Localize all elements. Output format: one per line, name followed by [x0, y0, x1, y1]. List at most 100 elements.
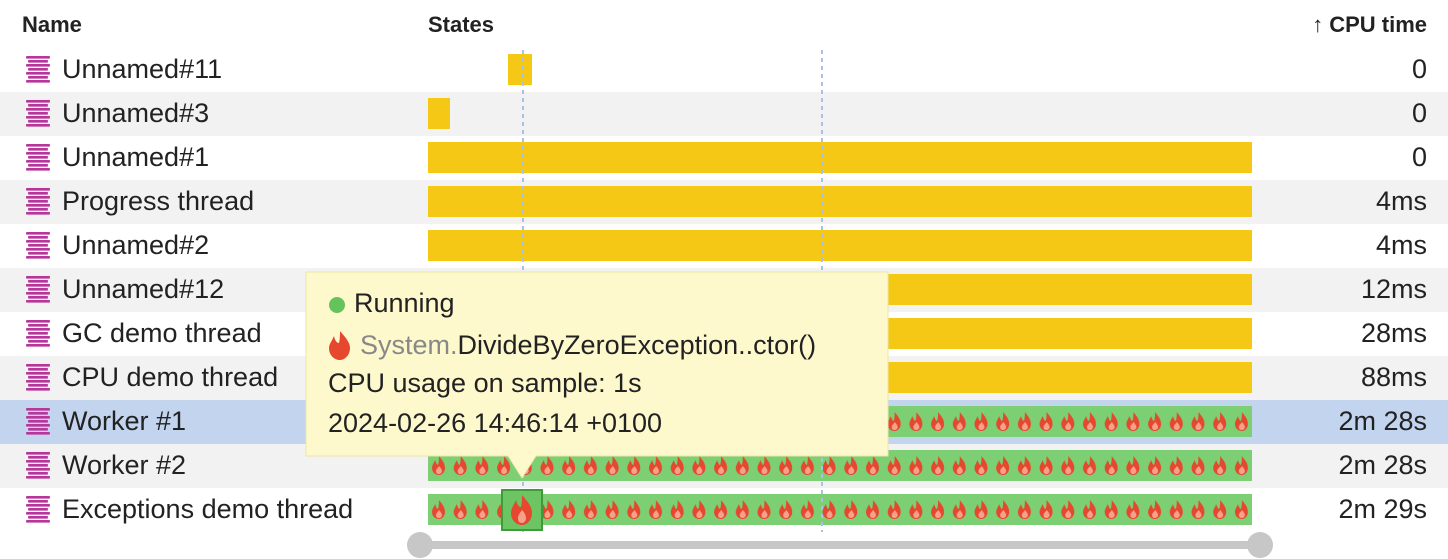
thread-icon — [26, 56, 50, 83]
thread-row[interactable]: Progress thread 4ms — [0, 180, 1448, 224]
icon-bar — [26, 512, 50, 515]
icon-bar — [26, 344, 50, 347]
icon-bar — [28, 384, 48, 387]
thread-icon — [26, 364, 50, 391]
icon-bar — [26, 108, 50, 111]
scroll-handle[interactable] — [407, 532, 433, 558]
icon-bar — [28, 420, 48, 423]
thread-name: Unnamed#3 — [62, 98, 209, 128]
scroll-handle[interactable] — [1247, 532, 1273, 558]
icon-bar — [26, 188, 50, 191]
icon-bar — [26, 196, 50, 199]
cpu-time: 12ms — [1361, 274, 1427, 304]
icon-bar — [26, 504, 50, 507]
icon-bar — [28, 340, 48, 343]
icon-bar — [26, 256, 50, 259]
thread-name: Unnamed#1 — [62, 142, 209, 172]
icon-bar — [26, 168, 50, 171]
thread-icon — [26, 232, 50, 259]
thread-name: Worker #1 — [62, 406, 186, 436]
method-namespace: System. — [360, 330, 458, 360]
icon-bar — [26, 372, 50, 375]
icon-bar — [26, 328, 50, 331]
state-bar — [428, 98, 450, 129]
icon-bar — [26, 240, 50, 243]
icon-bar — [28, 324, 48, 327]
tooltip-cpu-usage: CPU usage on sample: 1s — [328, 368, 642, 398]
icon-bar — [26, 124, 50, 127]
selected-sample[interactable] — [501, 489, 543, 531]
icon-bar — [28, 296, 48, 299]
thread-name: Worker #2 — [62, 450, 186, 480]
thread-icon — [26, 144, 50, 171]
cpu-time: 2m 29s — [1338, 494, 1427, 524]
flame-icon — [329, 331, 350, 360]
icon-bar — [28, 156, 48, 159]
icon-bar — [26, 364, 50, 367]
thread-icon — [26, 496, 50, 523]
icon-bar — [26, 468, 50, 471]
icon-bar — [26, 460, 50, 463]
icon-bar — [28, 464, 48, 467]
state-bar — [428, 142, 1252, 173]
icon-bar — [26, 100, 50, 103]
icon-bar — [26, 56, 50, 59]
tooltip-state: Running — [354, 288, 455, 318]
thread-name: Exceptions demo thread — [62, 494, 353, 524]
icon-bar — [26, 416, 50, 419]
cpu-samples — [428, 488, 1252, 532]
icon-bar — [26, 408, 50, 411]
icon-bar — [26, 64, 50, 67]
scrollbar[interactable] — [407, 532, 1273, 558]
thread-icon — [26, 276, 50, 303]
icon-bar — [26, 336, 50, 339]
icon-bar — [26, 204, 50, 207]
flame-icon — [511, 495, 532, 525]
state-bar — [508, 54, 532, 85]
icon-bar — [26, 320, 50, 323]
header-cpu-time[interactable]: ↑ CPU time — [1312, 12, 1427, 37]
icon-bar — [26, 276, 50, 279]
icon-bar — [28, 76, 48, 79]
icon-bar — [26, 496, 50, 499]
icon-bar — [28, 288, 48, 291]
thread-row[interactable]: Unnamed#2 4ms — [0, 224, 1448, 268]
icon-bar — [28, 104, 48, 107]
icon-bar — [26, 232, 50, 235]
icon-bar — [26, 292, 50, 295]
icon-bar — [28, 236, 48, 239]
icon-bar — [28, 192, 48, 195]
icon-bar — [26, 144, 50, 147]
thread-icon — [26, 188, 50, 215]
icon-bar — [26, 80, 50, 83]
thread-icon — [26, 452, 50, 479]
thread-icon — [26, 100, 50, 127]
icon-bar — [26, 424, 50, 427]
row-bg — [0, 92, 1448, 136]
icon-bar — [26, 116, 50, 119]
icon-bar — [28, 508, 48, 511]
icon-bar — [26, 300, 50, 303]
cpu-time: 2m 28s — [1338, 450, 1427, 480]
flame-icon-inner — [518, 510, 526, 523]
cpu-time: 28ms — [1361, 318, 1427, 348]
icon-bar — [28, 244, 48, 247]
header-name[interactable]: Name — [22, 12, 82, 37]
cpu-time: 2m 28s — [1338, 406, 1427, 436]
tooltip: Running System.DivideByZeroException..ct… — [305, 271, 889, 479]
icon-bar — [28, 500, 48, 503]
icon-bar — [28, 200, 48, 203]
thread-row[interactable]: Unnamed#11 0 — [0, 48, 1448, 92]
thread-row[interactable]: Exceptions demo thread 2m 29s — [0, 488, 1448, 532]
cpu-time-label: CPU time — [1329, 12, 1427, 37]
icon-bar — [28, 148, 48, 151]
thread-name: CPU demo thread — [62, 362, 278, 392]
thread-row[interactable]: Unnamed#1 0 — [0, 136, 1448, 180]
tooltip-method: System.DivideByZeroException..ctor() — [360, 330, 816, 360]
thread-row[interactable]: Unnamed#3 0 — [0, 92, 1448, 136]
header-states[interactable]: States — [428, 12, 494, 37]
icon-bar — [28, 412, 48, 415]
icon-bar — [26, 248, 50, 251]
thread-name: Unnamed#11 — [62, 54, 222, 84]
